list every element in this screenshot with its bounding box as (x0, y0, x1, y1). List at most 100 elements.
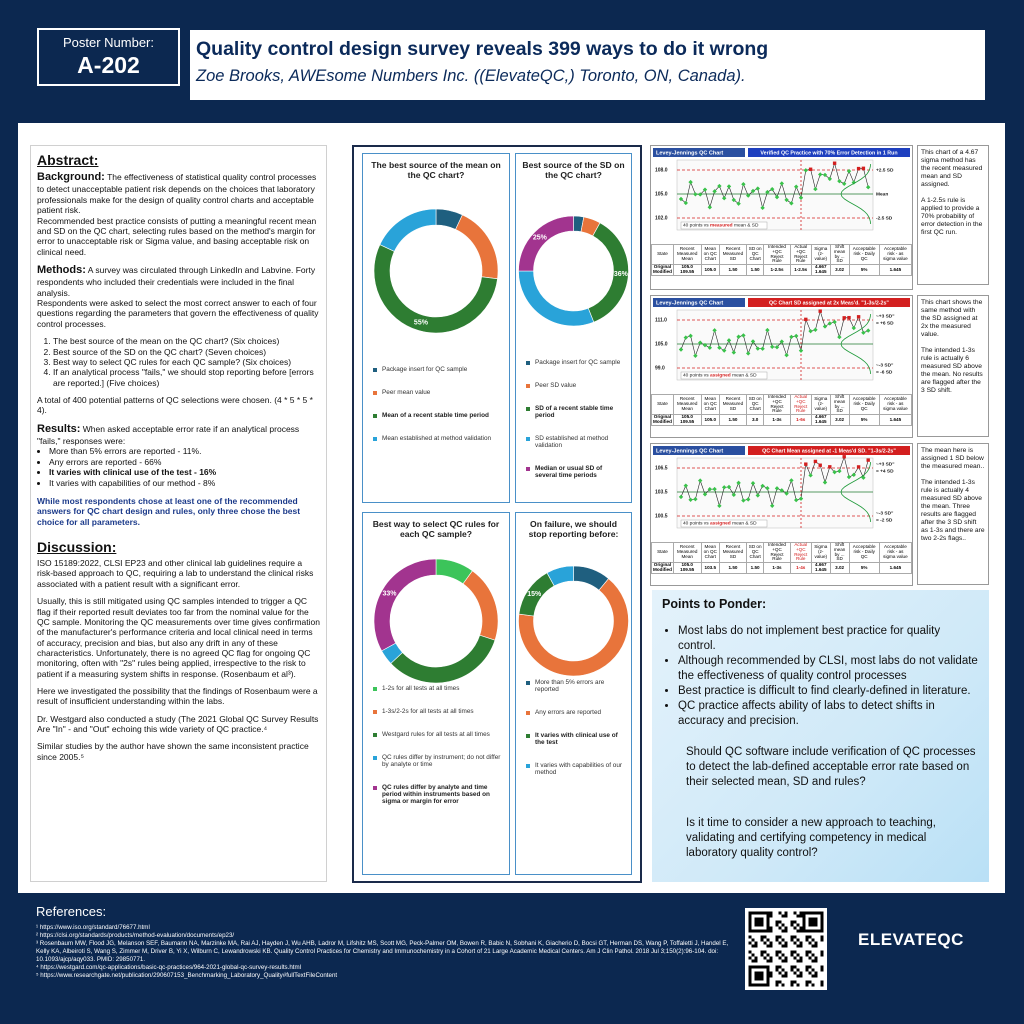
qr-module (781, 938, 785, 942)
qr-module (802, 920, 806, 924)
qr-module (790, 923, 794, 927)
label-bar (653, 148, 745, 157)
qc-flag (856, 315, 861, 319)
cell: 4.667 1.645 (810, 562, 831, 574)
qr-module (820, 938, 824, 942)
donut: 55% (373, 208, 499, 334)
qr-module (796, 914, 800, 918)
legend: Package insert for QC sample Peer SD valu… (526, 359, 625, 495)
qr-module (766, 920, 770, 924)
legend-marker (373, 687, 377, 691)
qr-module (769, 959, 773, 963)
qr-module (805, 983, 809, 987)
qr-module (781, 968, 785, 972)
qr-module (793, 920, 797, 924)
value-label: 15% (527, 591, 542, 598)
sd-label: = -2 SD (876, 517, 893, 523)
qr-module (766, 971, 770, 975)
qr-module (763, 965, 767, 969)
chart-title: The best source of the mean on the QC ch… (371, 160, 501, 180)
cell: 5% (848, 562, 880, 574)
qc-flag (847, 315, 851, 320)
qr-module (775, 920, 779, 924)
legend-label: Package insert for QC sample (535, 359, 621, 366)
legend-item: Peer SD value (526, 382, 625, 389)
qr-module (751, 944, 755, 948)
qr-module (793, 935, 797, 939)
question: The best source of the mean on the QC ch… (53, 336, 320, 346)
qr-module (796, 929, 800, 933)
sd-label: ~+3 SD" (876, 461, 895, 467)
banner: QC Chart SD assigned at 2x Meas'd. "1-3s… (769, 300, 889, 306)
qr-module (796, 974, 800, 978)
donut-segment (379, 208, 437, 252)
header-cell: Actual +QC Reject Rule (789, 393, 812, 416)
qr-module (820, 923, 824, 927)
y-label: 103.5 (655, 489, 668, 495)
question: Best source of the SD on the QC chart? (… (53, 347, 320, 357)
cell: 105.0 109.55 (672, 562, 702, 574)
y-label: 111.0 (655, 317, 667, 323)
qr-module (784, 941, 788, 945)
reference: ³ Rosenbaum MW, Flood JG, Melanson SEF, … (36, 940, 729, 964)
references: References: ¹ https://www.iso.org/standa… (36, 904, 736, 980)
legend-label: Package insert for QC sample (382, 366, 468, 373)
legend-label: QC rules differ by analyte and time peri… (382, 784, 490, 805)
qr-module (754, 965, 758, 969)
qr-module (775, 965, 779, 969)
sd-label: = -6 SD (876, 369, 893, 375)
qr-module (817, 929, 821, 933)
qr-module (799, 956, 803, 960)
qr-module (808, 911, 812, 915)
qr-module (793, 911, 797, 915)
qr-module (805, 953, 809, 957)
header-cell: Actual +QC Reject Rule (789, 243, 812, 266)
header-cell: SD on QC Chart (745, 243, 765, 266)
qr-module (799, 929, 803, 933)
note-text: A 1-2.5s rule is applied to provide a 70… (921, 197, 983, 237)
qr-module (820, 953, 824, 957)
qr-module (760, 911, 764, 915)
qr-module (811, 929, 815, 933)
qr-module (820, 929, 824, 933)
sd-label: = +4 SD (876, 468, 894, 474)
chart-label: Levey-Jennings QC Chart (656, 448, 723, 454)
caption: 40 points vs assigned mean & SD (683, 373, 757, 379)
legend: 1-2s for all tests at all times 1-3s/2-2s… (373, 685, 503, 821)
lj-table: State Recent Measured Mean Mean on QC Char… (651, 541, 913, 574)
qr-module (766, 977, 770, 981)
cell: 5% (848, 264, 880, 276)
legend-item: SD of a recent stable time period (526, 405, 625, 419)
qr-module (808, 941, 812, 945)
cell: 1.50 (719, 562, 747, 574)
qr-module (769, 941, 773, 945)
header-cell: Shift mean by ... SD (829, 541, 850, 564)
qr-module (802, 911, 806, 915)
points-to-ponder: Points to Ponder: Most labs do not imple… (652, 590, 989, 882)
legend: More than 5% errors are reported Any erro… (526, 679, 625, 792)
header-cell: Intended +QC Reject Rule (763, 541, 791, 564)
chart-title: Best way to select QC rules for each QC … (372, 519, 500, 539)
heading: References: (36, 904, 107, 919)
cell: Original Modified (651, 414, 674, 426)
poster-label: Poster Number: (62, 35, 155, 50)
legend-label: SD established at method validation (535, 435, 609, 449)
qr-module (766, 974, 770, 978)
header-cell: Mean on QC Chart (700, 541, 721, 564)
qr-module (796, 968, 800, 972)
qr-module (778, 926, 782, 930)
label-bar (653, 446, 745, 455)
qr-module (760, 983, 764, 987)
qc-point (774, 486, 780, 491)
title-box: Quality control design survey reveals 39… (190, 30, 985, 100)
sd-label: ~-3 SD" (876, 362, 893, 368)
cell: Original Modified (651, 562, 674, 574)
legend-item: 1-3s/2-2s for all tests at all times (373, 708, 503, 715)
qr-module (799, 941, 803, 945)
qr-module (754, 944, 758, 948)
qc-point (798, 496, 804, 501)
header-cell: Recent Measured Mean (672, 541, 702, 564)
qr-module (802, 917, 806, 921)
table-row: Original Modified 105.0 109.55 105.0 1.50 1.… (651, 264, 913, 276)
qc-point (702, 342, 708, 348)
